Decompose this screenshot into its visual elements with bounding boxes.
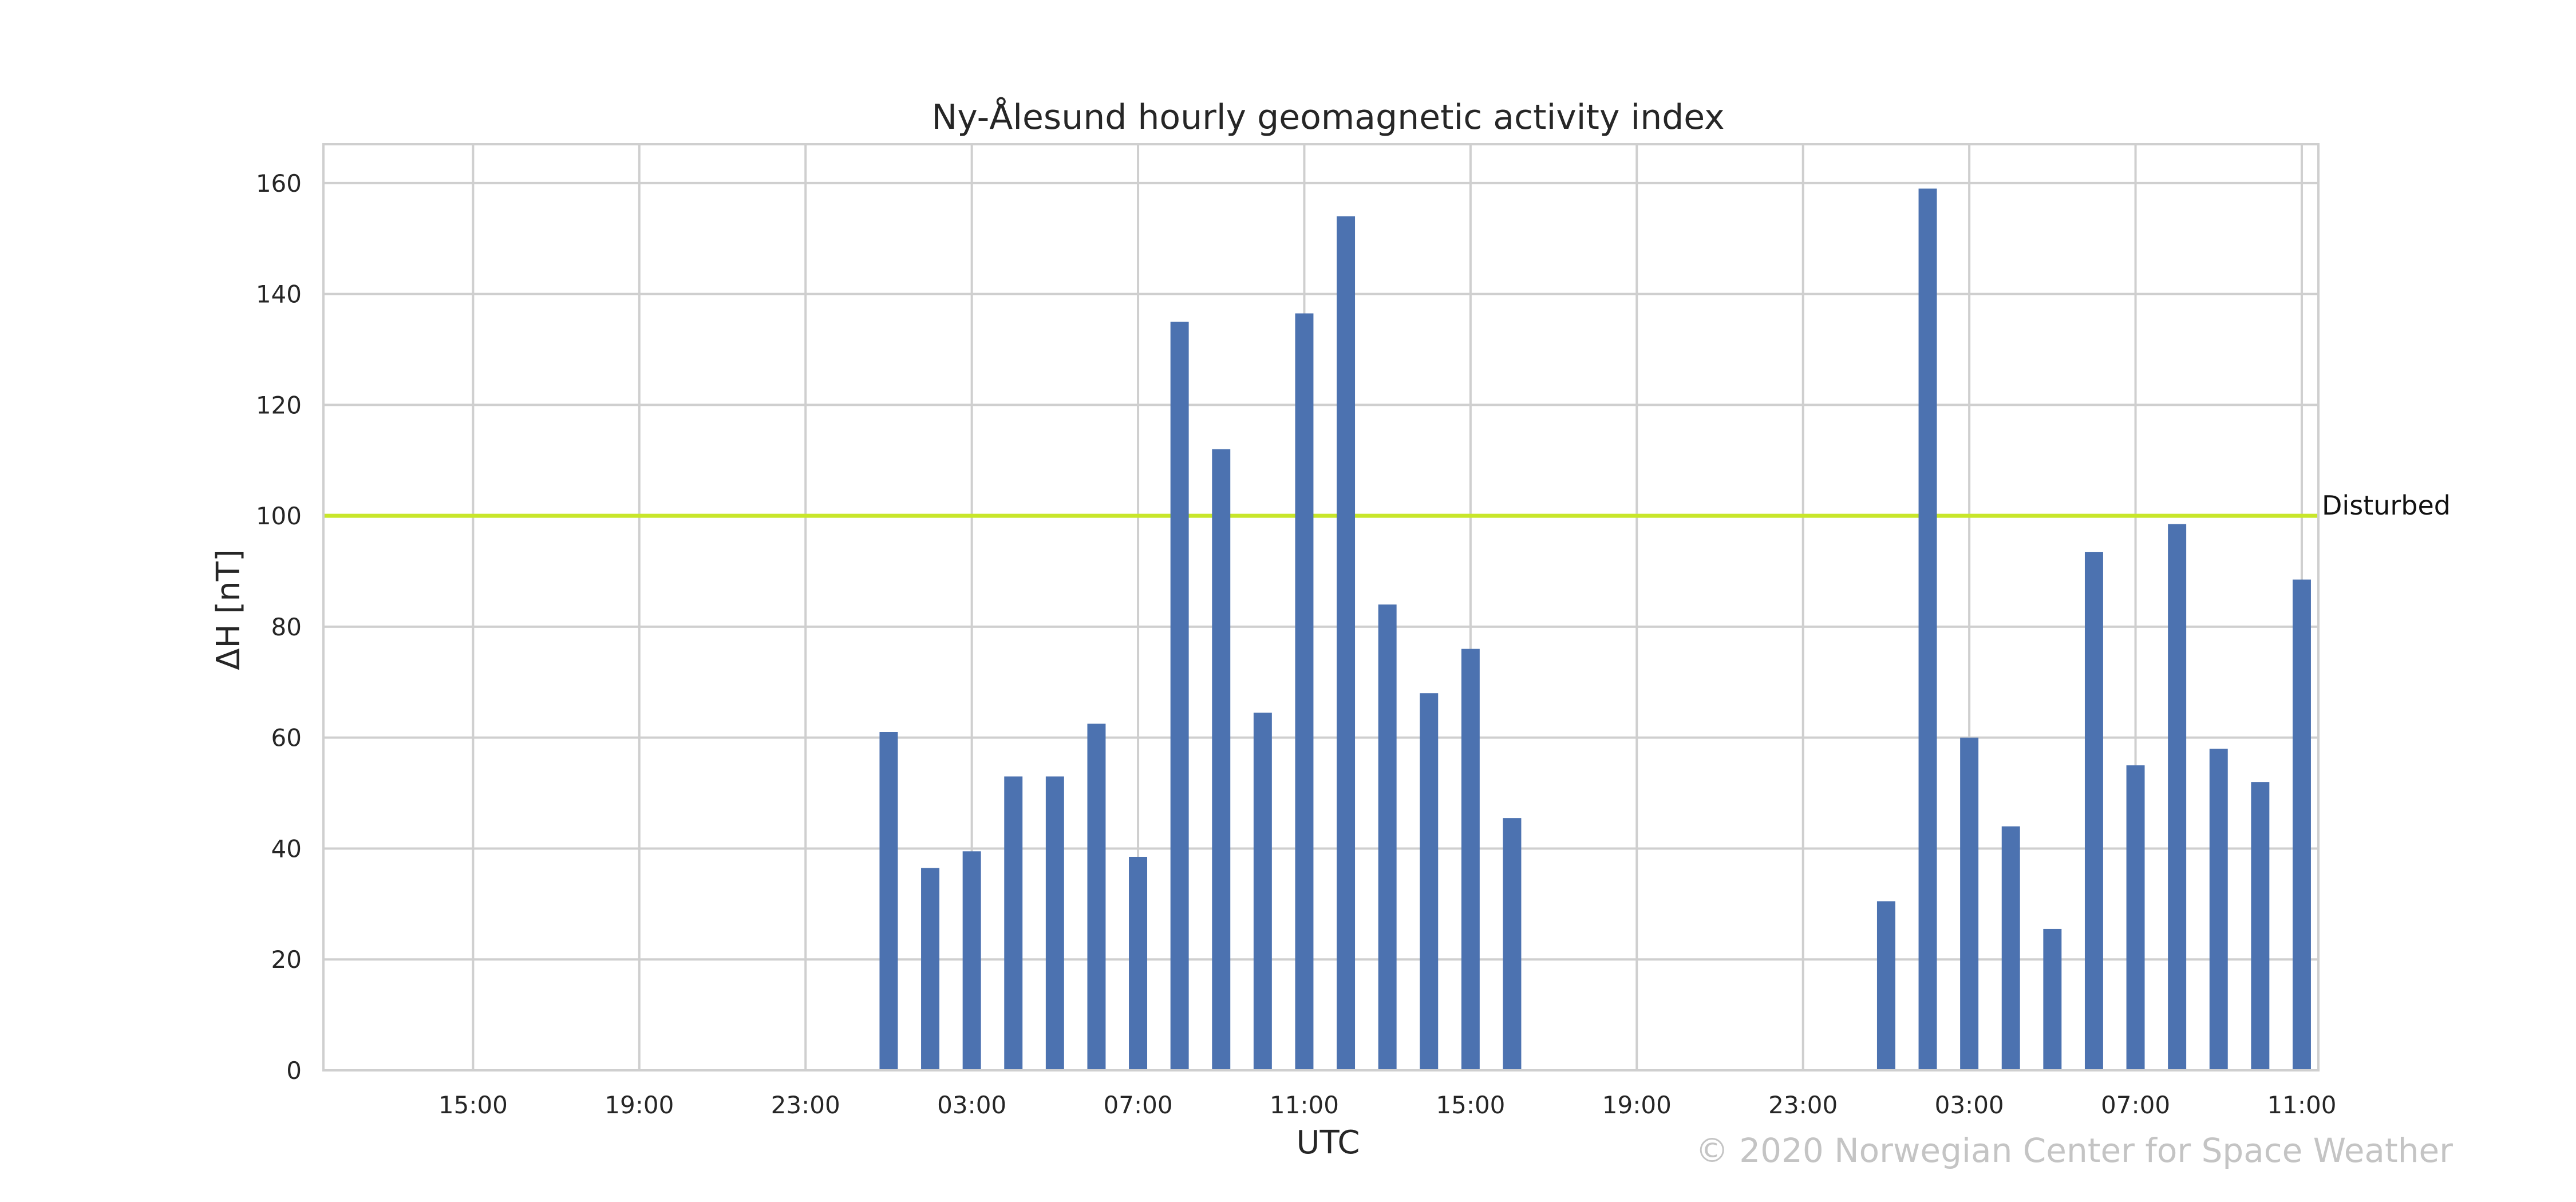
bar xyxy=(2168,524,2187,1070)
bar xyxy=(1045,776,1064,1070)
bar xyxy=(1170,322,1189,1071)
bar xyxy=(962,851,981,1070)
x-tick-label: 15:00 xyxy=(1436,1091,1505,1119)
x-tick-label: 19:00 xyxy=(605,1091,674,1119)
y-axis-label: ΔH [nT] xyxy=(210,549,247,670)
bars xyxy=(879,188,2311,1071)
bar xyxy=(1295,313,1314,1071)
bar xyxy=(1087,723,1106,1070)
bar xyxy=(1337,216,1356,1070)
bar xyxy=(1253,713,1272,1070)
x-tick-label: 23:00 xyxy=(771,1091,840,1119)
y-tick-label: 100 xyxy=(256,502,302,530)
x-tick-label: 03:00 xyxy=(937,1091,1006,1119)
x-tick-label: 15:00 xyxy=(438,1091,508,1119)
x-tick-label: 07:00 xyxy=(2101,1091,2170,1119)
bar xyxy=(921,868,939,1070)
x-axis-label: UTC xyxy=(1296,1124,1360,1161)
x-tick-label: 03:00 xyxy=(1935,1091,2004,1119)
bar xyxy=(1876,901,1895,1070)
bar xyxy=(2001,826,2020,1070)
bar xyxy=(1503,818,1522,1070)
x-tick-label: 07:00 xyxy=(1104,1091,1173,1119)
y-tick-label: 80 xyxy=(271,613,302,641)
plot-frame xyxy=(322,143,2320,1071)
x-tick-label: 19:00 xyxy=(1602,1091,1672,1119)
y-tick-label: 160 xyxy=(256,169,302,197)
bar xyxy=(879,732,898,1070)
y-tick-label: 140 xyxy=(256,280,302,309)
x-tick-label: 11:00 xyxy=(2267,1091,2336,1119)
bar xyxy=(1129,856,1148,1070)
y-tick-label: 20 xyxy=(271,946,302,974)
y-tick-labels: 0 20 40 60 80 100 120 140 160 xyxy=(256,169,302,1085)
bar xyxy=(1960,737,1979,1070)
bar xyxy=(2209,749,2228,1070)
x-tick-label: 23:00 xyxy=(1768,1091,1838,1119)
bar xyxy=(2126,765,2145,1070)
bar xyxy=(2251,782,2270,1070)
bar xyxy=(2292,579,2311,1070)
y-tick-label: 120 xyxy=(256,391,302,419)
bar xyxy=(1378,604,1397,1070)
y-tick-label: 0 xyxy=(286,1057,302,1085)
bar xyxy=(1918,188,1937,1070)
threshold-label: Disturbed xyxy=(2322,490,2451,521)
x-tick-labels: 15:00 19:00 23:00 03:00 07:00 11:00 15:00 19:00… xyxy=(438,1091,2337,1119)
y-tick-label: 60 xyxy=(271,724,302,752)
y-tick-label: 40 xyxy=(271,835,302,863)
chart-title: Ny-Ålesund hourly geomagnetic activity i… xyxy=(931,97,1724,137)
bar xyxy=(1212,449,1231,1070)
bar xyxy=(2084,552,2103,1070)
bar xyxy=(1420,693,1439,1070)
copyright-notice: © 2020 Norwegian Center for Space Weathe… xyxy=(1696,1131,2453,1170)
threshold-layer: Disturbed xyxy=(323,490,2451,521)
bar xyxy=(1461,649,1480,1070)
bar xyxy=(1004,776,1023,1070)
bar xyxy=(2043,928,2062,1070)
x-tick-label: 11:00 xyxy=(1270,1091,1339,1119)
